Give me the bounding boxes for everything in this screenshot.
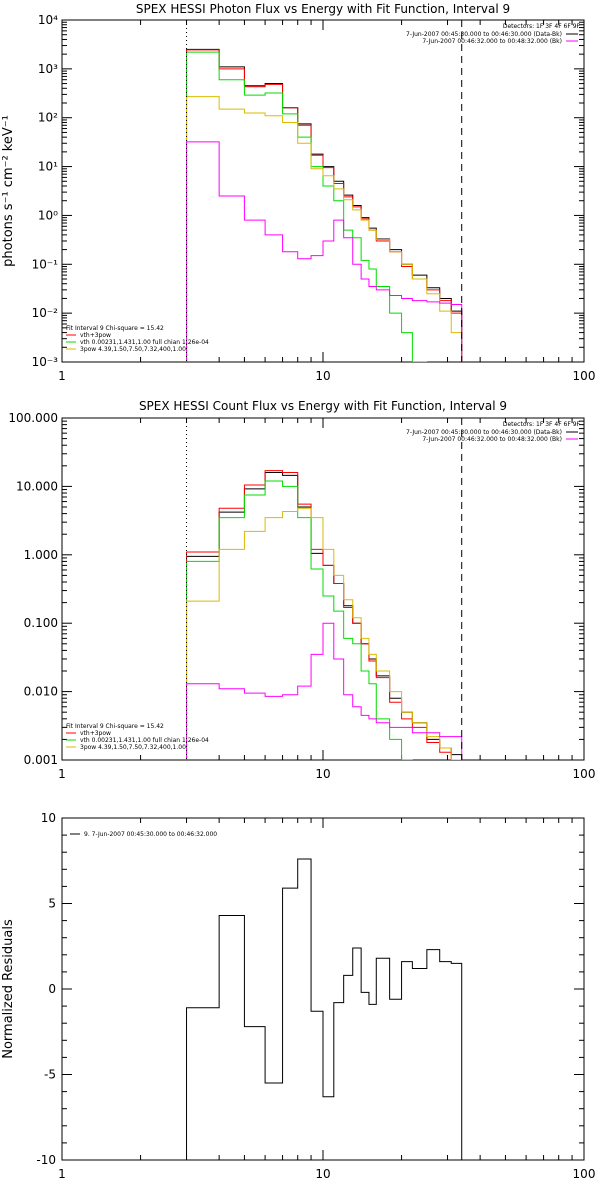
- x-tick-label: 1: [58, 767, 66, 781]
- legend-entry-text: 3pow 4.39,1.50,7.50,7.32,400,1.00: [80, 346, 186, 353]
- detectors-label: Detectors: 1F 3F 4F 6F 9F: [503, 23, 581, 30]
- legend-entry-text: vth+3pow: [80, 730, 111, 737]
- y-tick-label: -10: [36, 1153, 56, 1167]
- x-tick-label: 10: [315, 369, 330, 383]
- x-tick-label: 10: [315, 767, 330, 781]
- y-tick-label: 10⁰: [38, 208, 58, 222]
- x-axis: 1 10 100: [58, 20, 595, 383]
- y-axis: 0.001 0.010 0.100 1.000 10.000 100.000: [8, 411, 584, 767]
- y-tick-label: 10: [41, 811, 56, 825]
- series-bk: [186, 141, 463, 362]
- chart-panel-3: 1 10 100 -10 -5 0 5 10 Normalized Residuals 9. 7-…: [1, 811, 595, 1181]
- legend-top: 9. 7-Jun-2007 00:45:30.000 to 00:46:32.0…: [70, 831, 217, 838]
- y-tick-label: 10⁻³: [32, 355, 59, 369]
- series-residuals: [186, 858, 463, 1160]
- x-tick-label: 10: [315, 1167, 330, 1181]
- plot-area: [186, 20, 463, 362]
- x-tick-label: 1: [58, 1167, 66, 1181]
- legend-entry-text: vth 0.00231,1.431,1.00 full chian 1.26e-…: [80, 339, 209, 346]
- x-tick-label: 100: [573, 1167, 596, 1181]
- y-tick-label: 5: [48, 897, 56, 911]
- chart-title: SPEX HESSI Count Flux vs Energy with Fit…: [139, 399, 507, 413]
- y-axis-label: Normalized Residuals: [1, 919, 16, 1059]
- y-tick-label: 0.010: [24, 685, 58, 699]
- legend-entry-text: 7-Jun-2007 00:45:30.000 to 00:46:30.000 …: [406, 429, 562, 436]
- legend-entry-text: 7-Jun-2007 00:45:30.000 to 00:46:30.000 …: [406, 31, 562, 38]
- y-tick-label: 10²: [38, 111, 58, 125]
- y-tick-label: 10³: [38, 62, 58, 76]
- legend-entry-text: 7-Jun-2007 00:46:32.000 to 00:48:32.000 …: [422, 38, 562, 45]
- legend-top: Detectors: 1F 3F 4F 6F 9F7-Jun-2007 00:4…: [406, 421, 581, 443]
- legend-entry-text: 9. 7-Jun-2007 00:45:30.000 to 00:46:32.0…: [84, 831, 217, 838]
- series-3pow: [186, 507, 463, 760]
- legend-top: Detectors: 1F 3F 4F 6F 9F7-Jun-2007 00:4…: [406, 23, 581, 45]
- chart-panel-2: SPEX HESSI Count Flux vs Energy with Fit…: [8, 399, 595, 781]
- legend-bottom: Fit Interval 9 Chi-square = 15.42vth+3po…: [66, 723, 209, 751]
- legend-entry-text: vth 0.00231,1.431,1.00 full chian 1.26e-…: [80, 737, 209, 744]
- y-tick-label: 1.000: [24, 548, 58, 562]
- detectors-label: Detectors: 1F 3F 4F 6F 9F: [503, 421, 581, 428]
- x-tick-label: 100: [573, 767, 596, 781]
- legend-entry-text: 7-Jun-2007 00:46:32.000 to 00:48:32.000 …: [422, 436, 562, 443]
- x-axis: 1 10 100: [58, 818, 595, 1181]
- y-tick-label: 0.001: [24, 753, 58, 767]
- legend-entry-text: 3pow 4.39,1.50,7.50,7.32,400,1.00: [80, 744, 186, 751]
- series-vth: [186, 480, 413, 760]
- x-axis: 1 10 100: [58, 418, 595, 781]
- y-tick-label: 10.000: [16, 479, 58, 493]
- series-vth: [186, 51, 428, 362]
- y-tick-label: 0.100: [24, 616, 58, 630]
- legend-bottom: Fit Interval 9 Chi-square = 15.42vth+3po…: [66, 325, 209, 353]
- y-tick-label: 10⁻²: [32, 306, 59, 320]
- fit-header: Fit Interval 9 Chi-square = 15.42: [66, 325, 164, 332]
- series-bk: [186, 622, 463, 760]
- y-tick-label: -5: [44, 1068, 56, 1082]
- x-tick-label: 100: [573, 369, 596, 383]
- chart-panel-1: SPEX HESSI Photon Flux vs Energy with Fi…: [1, 2, 595, 383]
- chart-title: SPEX HESSI Photon Flux vs Energy with Fi…: [136, 2, 510, 16]
- plot-area: [186, 418, 463, 760]
- series-3pow: [186, 96, 463, 362]
- y-tick-label: 10¹: [38, 160, 58, 174]
- y-tick-label: 10⁴: [38, 13, 58, 27]
- y-axis: -10 -5 0 5 10: [36, 811, 584, 1167]
- y-axis-label: photons s⁻¹ cm⁻² keV⁻¹: [1, 115, 16, 267]
- plot-area: [186, 858, 463, 1160]
- y-tick-label: 0: [48, 982, 56, 996]
- fit-header: Fit Interval 9 Chi-square = 15.42: [66, 723, 164, 730]
- y-tick-label: 100.000: [8, 411, 58, 425]
- y-tick-label: 10⁻¹: [32, 257, 59, 271]
- x-tick-label: 1: [58, 369, 66, 383]
- y-axis: 10⁻³ 10⁻² 10⁻¹ 10⁰ 10¹ 10² 10³ 10⁴: [32, 13, 584, 369]
- legend-entry-text: vth+3pow: [80, 332, 111, 339]
